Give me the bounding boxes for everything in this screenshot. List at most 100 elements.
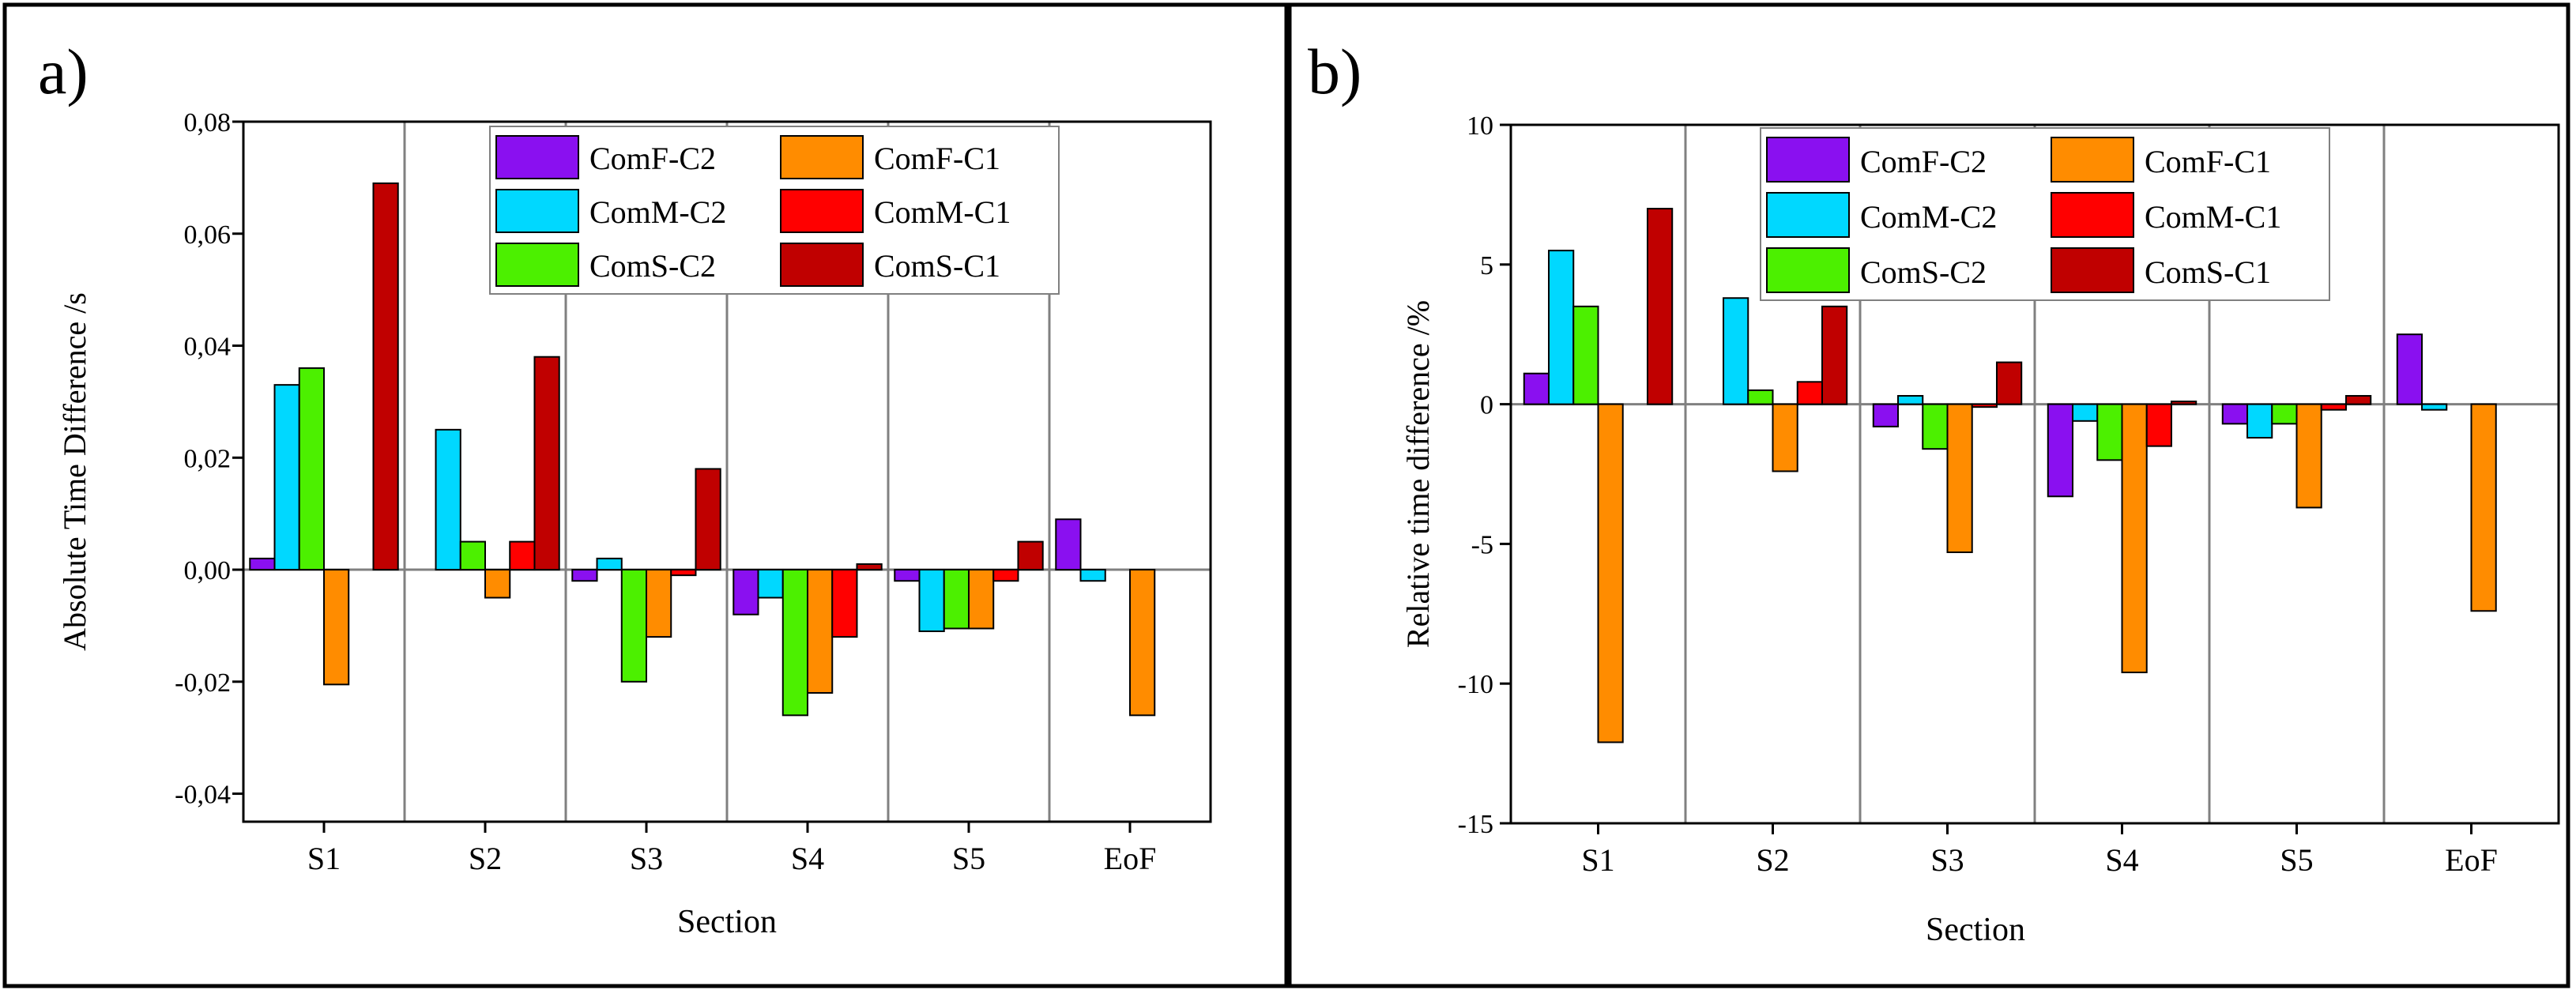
bar-coms-c2-s1: [1572, 305, 1599, 405]
bar-coms-c1-s2: [533, 356, 560, 571]
bar-comm-c1-s4: [831, 569, 858, 638]
bar-coms-c1-s5: [2344, 394, 2372, 405]
bar-comf-c1-s4: [807, 569, 834, 694]
bar-comf-c2-eof: [1055, 518, 1082, 571]
bar-coms-c1-s3: [1995, 361, 2023, 405]
bar-comf-c1-s2: [484, 569, 511, 599]
legend-swatch-coms-c2: [495, 243, 579, 287]
legend-swatch-comf-c2: [495, 135, 579, 179]
bar-comf-c2-s5: [894, 569, 921, 582]
bar-comm-c2-s5: [918, 569, 945, 633]
y-tick-label: 0: [1480, 391, 1493, 420]
y-axis-title: Relative time difference /%: [1400, 300, 1436, 648]
legend-label: ComM-C1: [874, 194, 1011, 230]
bar-comf-c2-s4: [733, 569, 759, 615]
y-axis-title: Absolute Time Difference /s: [57, 292, 92, 651]
y-tick-label: 0,08: [184, 108, 232, 137]
legend-label: ComF-C2: [1860, 144, 1987, 179]
x-tick-label: EoF: [2445, 842, 2498, 878]
x-axis-title: Section: [677, 904, 777, 940]
legend-label: ComS-C1: [874, 248, 1000, 284]
bar-comm-c2-s2: [435, 428, 461, 571]
bar-coms-c2-s2: [1747, 389, 1774, 405]
legend-label: ComS-C2: [1860, 254, 1987, 290]
y-tick-label: 0,04: [184, 333, 232, 362]
legend-label: ComF-C1: [874, 141, 1000, 176]
bar-coms-c2-s3: [620, 569, 648, 683]
bar-coms-c2-s1: [298, 367, 326, 571]
y-tick-label: -5: [1471, 530, 1493, 559]
y-tick-label: -15: [1458, 810, 1493, 839]
y-tick-label: 10: [1467, 111, 1493, 141]
bar-comm-c2-s5: [2246, 403, 2273, 439]
legend-swatch-comf-c2: [1766, 137, 1850, 183]
legend-swatch-comm-c2: [495, 189, 579, 233]
y-tick-label: -0,04: [175, 781, 231, 810]
bar-comm-c2-s2: [1723, 297, 1749, 405]
y-tick-label: 0,06: [184, 220, 232, 250]
legend-swatch-coms-c1: [2051, 247, 2134, 293]
plot-frame: [1509, 123, 2560, 825]
panel-label: b): [1308, 36, 1361, 107]
legend-swatch-comm-c1: [780, 189, 864, 233]
bar-comf-c1-s4: [2121, 403, 2148, 674]
legend-swatch-comf-c1: [2051, 137, 2134, 183]
bar-coms-c1-s1: [1646, 208, 1674, 405]
bar-coms-c2-s4: [781, 569, 809, 717]
panel-b-border: [1287, 2, 2570, 988]
panel-a: a) -0,04 -0,02 0,00 0,02 0,04 0,06 0,08 S1 S2 S3 S4…: [38, 36, 1212, 940]
legend-swatch-coms-c1: [780, 243, 864, 287]
bar-comm-c1-s3: [1971, 403, 1998, 408]
legend-label: ComF-C1: [2145, 144, 2271, 179]
bar-comf-c2-s5: [2221, 403, 2249, 425]
bar-comf-c2-s4: [2047, 403, 2074, 498]
x-tick-label: S2: [469, 841, 502, 876]
x-tick-label: S1: [1581, 842, 1614, 878]
x-tick-label: S1: [307, 841, 341, 876]
bar-coms-c1-s3: [695, 468, 721, 571]
bar-coms-c1-s4: [2170, 401, 2198, 405]
panel-label: a): [38, 36, 89, 107]
bar-coms-c1-s2: [1821, 305, 1848, 405]
bar-comf-c1-s1: [1597, 403, 1624, 743]
bar-comm-c1-s2: [509, 540, 536, 571]
x-tick-label: S5: [2280, 842, 2313, 878]
bar-comf-c1-s5: [968, 569, 995, 630]
legend-swatch-comm-c2: [1766, 192, 1850, 238]
bar-coms-c2-s5: [943, 569, 970, 630]
bar-comm-c2-s4: [2072, 403, 2099, 422]
y-tick-label: 5: [1480, 251, 1493, 280]
bar-comf-c1-s2: [1772, 403, 1798, 472]
bar-coms-c2-s2: [459, 540, 487, 571]
x-axis-title: Section: [1926, 912, 2025, 948]
bar-comm-c1-s5: [2320, 403, 2347, 411]
legend-label: ComS-C1: [2145, 254, 2271, 290]
legend-label: ComM-C2: [1860, 199, 1997, 235]
bar-comf-c2-s3: [1872, 403, 1900, 427]
bar-comm-c1-s3: [670, 569, 697, 577]
x-tick-label: EoF: [1104, 841, 1157, 876]
bar-comf-c2-s1: [1523, 372, 1550, 405]
y-tick-label: 0,00: [184, 556, 232, 585]
x-tick-label: S3: [1930, 842, 1964, 878]
bar-comf-c2-s1: [249, 557, 276, 571]
bar-comm-c1-s2: [1796, 381, 1823, 405]
x-tick-label: S4: [791, 841, 824, 876]
legend-label: ComM-C1: [2145, 199, 2281, 235]
legend-swatch-comm-c1: [2051, 192, 2134, 238]
bar-comf-c1-eof: [2470, 403, 2497, 612]
y-tick-label: -0,02: [175, 668, 231, 698]
panel-a-border: [2, 2, 1289, 988]
plot-frame: [242, 120, 1212, 823]
legend-label: ComF-C2: [589, 141, 716, 176]
bar-comf-c1-s5: [2295, 403, 2322, 509]
legend-label: ComS-C2: [589, 248, 716, 284]
bar-comf-c1-s3: [646, 569, 672, 638]
bar-comf-c2-eof: [2396, 333, 2423, 405]
x-tick-label: S5: [952, 841, 985, 876]
bar-comf-c1-s3: [1946, 403, 1973, 554]
bar-coms-c1-s5: [1017, 540, 1044, 571]
legend-box: [489, 126, 1060, 295]
y-tick-label: 0,02: [184, 444, 232, 473]
legend-swatch-coms-c2: [1766, 247, 1850, 293]
